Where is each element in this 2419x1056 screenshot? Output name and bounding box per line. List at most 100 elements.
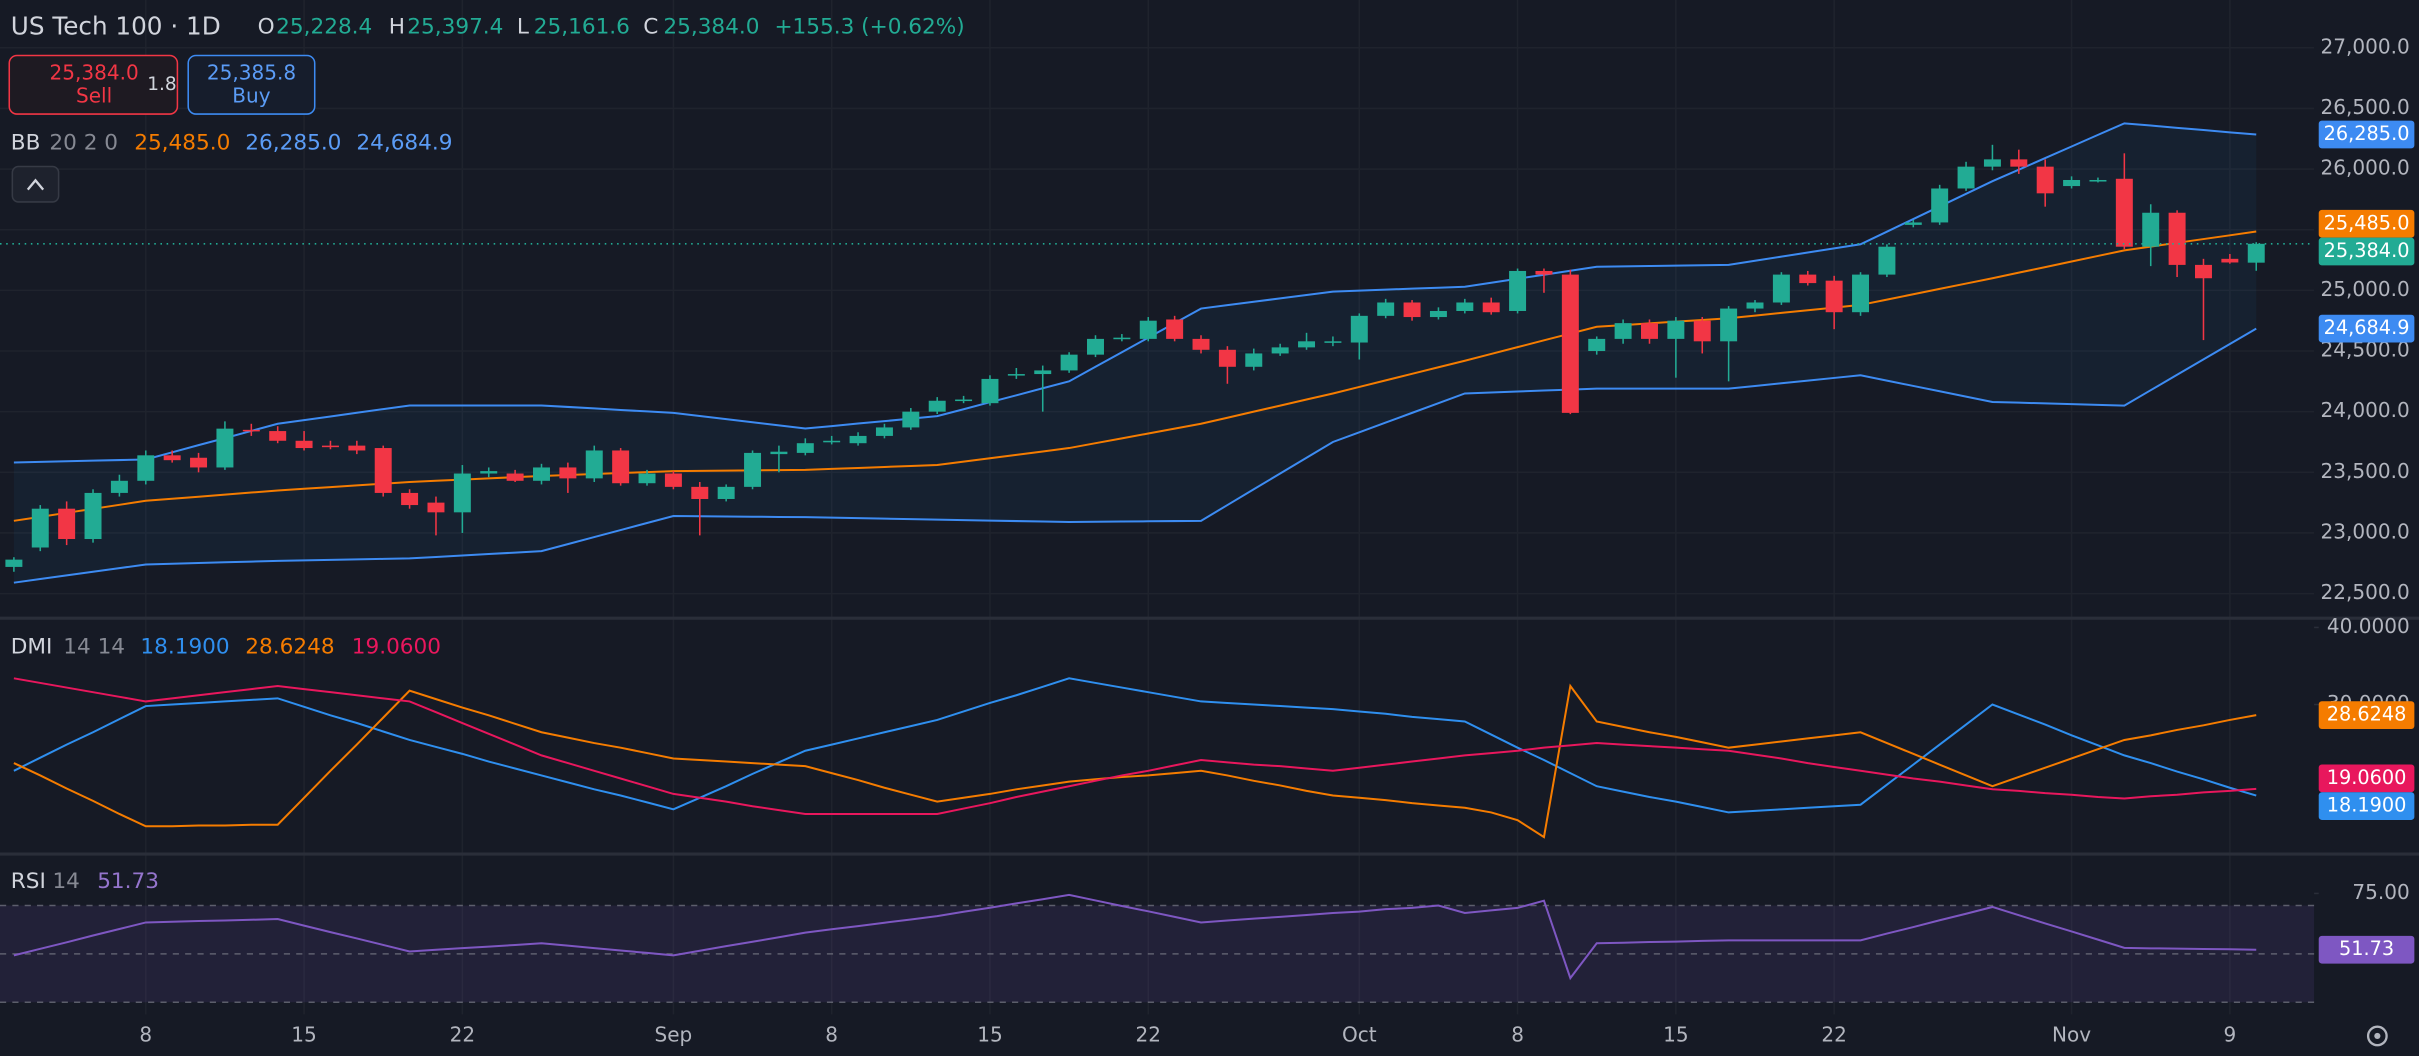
sell-label[interactable]: Sell — [76, 84, 112, 108]
candle-body — [110, 480, 128, 493]
band-line — [13, 327, 2257, 584]
settings-button[interactable] — [2366, 1025, 2388, 1047]
x-tick-label: 15 — [977, 1022, 1003, 1046]
price-badge-label: 51.73 — [2339, 937, 2394, 960]
candle-body — [1535, 270, 1553, 275]
candle-body — [2010, 159, 2028, 167]
indicator-line — [13, 677, 2257, 815]
candle-body — [2168, 212, 2186, 265]
chevron-icon[interactable] — [26, 178, 45, 191]
candle-body — [163, 455, 181, 461]
candle-body — [823, 440, 841, 443]
candle-body — [1957, 166, 1975, 189]
candle-body — [1509, 270, 1527, 311]
buy-price[interactable]: 25,385.8 — [207, 61, 296, 85]
collapse-box[interactable] — [11, 165, 60, 203]
price-badge — [2318, 314, 2415, 343]
candle-body — [58, 508, 76, 540]
indicator-value: 51.73 — [97, 869, 159, 894]
candle-body — [1878, 246, 1896, 275]
collapse-button[interactable] — [11, 165, 60, 203]
candle-body — [295, 440, 313, 449]
price-badge — [2318, 935, 2415, 964]
candle-body — [1667, 320, 1685, 339]
symbol-title: US Tech 100 · 1D — [11, 12, 221, 41]
candle-body — [1746, 302, 1764, 309]
candle-body — [2221, 258, 2239, 263]
x-tick-label: Nov — [2052, 1022, 2091, 1046]
candle-body — [1641, 323, 1658, 339]
price-badge — [2318, 120, 2415, 149]
x-tick-label: 9 — [2223, 1022, 2236, 1046]
sell-button[interactable]: 25,384.0 Sell — [8, 54, 179, 115]
x-tick-label: 8 — [139, 1022, 152, 1046]
candle-body — [31, 508, 49, 548]
buy-button[interactable]: 25,385.8 Buy — [187, 54, 316, 115]
candle-body — [190, 457, 208, 468]
candle-body — [902, 411, 920, 428]
candle-body — [1904, 222, 1922, 225]
y-tick-label: 75.00 — [2352, 880, 2409, 904]
x-tick-label: 8 — [825, 1022, 838, 1046]
price-badge-label: 26,285.0 — [2324, 122, 2410, 145]
gear-icon[interactable] — [2366, 1025, 2388, 1047]
sell-box[interactable] — [8, 54, 179, 115]
ohlc-key: H — [389, 15, 405, 40]
candle-body — [1720, 308, 1738, 342]
candle-body — [1403, 302, 1421, 318]
price-badge-label: 18.1900 — [2327, 794, 2407, 817]
y-tick-label: 25,000.0 — [2321, 277, 2410, 301]
candle-body — [1588, 338, 1606, 352]
candle-body — [1456, 302, 1474, 311]
candle-body — [955, 399, 973, 402]
y-tick-label: 23,000.0 — [2321, 519, 2410, 543]
x-tick-label: 22 — [1821, 1022, 1847, 1046]
price-badge-label: 24,684.9 — [2324, 316, 2410, 339]
candle-body — [1693, 320, 1711, 342]
spread: 1.8 — [147, 74, 176, 95]
candle-body — [2063, 179, 2081, 187]
candle-body — [216, 428, 234, 468]
y-tick-label: 23,500.0 — [2321, 459, 2410, 483]
change: +155.3 (+0.62%) — [774, 15, 964, 40]
candle-body — [1350, 315, 1368, 343]
candle-body — [321, 445, 339, 448]
candle-body — [1983, 159, 2001, 167]
candle-body — [1218, 349, 1236, 367]
x-tick-label: Sep — [655, 1022, 693, 1046]
candle-body — [1192, 338, 1210, 350]
gear-center[interactable] — [2374, 1032, 2381, 1040]
candle-body — [717, 486, 735, 499]
indicator-value: 25,485.0 — [134, 130, 230, 155]
y-tick-label: 22,500.0 — [2321, 580, 2410, 604]
indicator-value: 19.0600 — [352, 634, 441, 659]
candle-body — [2089, 179, 2107, 182]
marks-layer — [0, 122, 2315, 1004]
candle-body — [401, 492, 419, 506]
candle-body — [770, 451, 788, 455]
price-badge — [2318, 209, 2415, 238]
indicator-line — [13, 683, 2257, 839]
price-badge-label: 25,485.0 — [2324, 211, 2410, 234]
indicator-name: BB — [11, 130, 41, 155]
buy-label[interactable]: Buy — [232, 84, 270, 108]
ohlc-value: 25,397.4 — [407, 15, 503, 40]
ohlc-value: 25,384.0 — [663, 15, 759, 40]
sell-price[interactable]: 25,384.0 — [49, 61, 138, 85]
y-tick-label: 27,000.0 — [2321, 34, 2410, 58]
indicator-params: 14 14 — [63, 634, 125, 659]
candle-body — [2194, 264, 2212, 279]
candle-body — [585, 450, 603, 479]
candle-body — [1931, 188, 1949, 223]
y-tick-label: 24,500.0 — [2321, 338, 2410, 362]
candle-body — [1772, 274, 1790, 303]
buy-box[interactable] — [187, 54, 316, 115]
indicator-value: 28.6248 — [245, 634, 334, 659]
candle-body — [1139, 320, 1157, 339]
y-tick-label: 26,000.0 — [2321, 156, 2410, 180]
candle-body — [875, 427, 893, 436]
price-badge-label: 25,384.0 — [2324, 239, 2410, 262]
band-line — [13, 122, 2257, 464]
indicator-name: RSI — [11, 869, 46, 894]
